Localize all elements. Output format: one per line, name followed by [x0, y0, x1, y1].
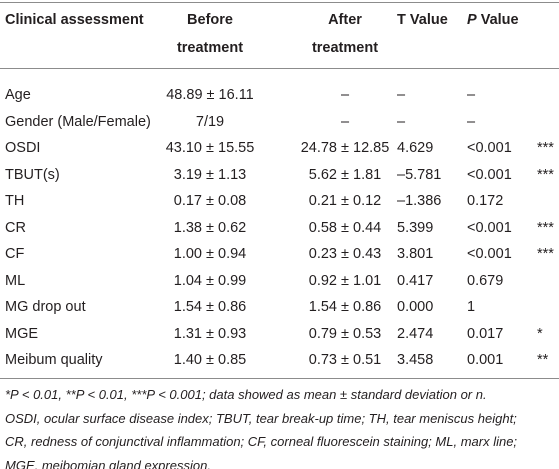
- cell-value: 0.000: [397, 299, 434, 315]
- footnote-line: *P < 0.01, **P < 0.01, ***P < 0.001; dat…: [5, 387, 487, 402]
- cell-value: –: [467, 113, 476, 130]
- cell-value: 0.92 ± 1.01: [308, 272, 382, 289]
- cell-value: 3.19 ± 1.13: [173, 166, 247, 183]
- row-label: TH: [5, 193, 25, 209]
- footnote-line: CR, redness of conjunctival inflammation…: [5, 434, 518, 449]
- cell-value: 1.38 ± 0.62: [173, 219, 247, 236]
- row-label: MGE: [5, 325, 39, 342]
- row-label: Meibum quality: [5, 352, 103, 368]
- cell-value: 0.73 ± 0.51: [308, 352, 382, 368]
- cell-value: <0.001: [467, 246, 512, 262]
- cell-value: 1.31 ± 0.93: [173, 325, 247, 342]
- cell-value: 3.458: [397, 352, 434, 368]
- header-cell: T Value: [397, 12, 448, 28]
- cell-value: 0.58 ± 0.44: [308, 219, 382, 236]
- cell-value: <0.001: [467, 219, 512, 236]
- cell-value: 1: [467, 299, 476, 315]
- cell-value: 3.801: [397, 246, 434, 262]
- cell-value: 0.21 ± 0.12: [308, 193, 382, 209]
- significance: ***: [537, 246, 554, 262]
- cell-value: –: [340, 87, 350, 103]
- cell-value: –1.386: [397, 193, 442, 209]
- significance: *: [537, 325, 543, 342]
- cell-value: 48.89 ± 16.11: [166, 87, 254, 103]
- cell-value: –5.781: [397, 166, 442, 183]
- row-label: ML: [5, 272, 26, 289]
- cell-value: 1.04 ± 0.99: [173, 272, 247, 289]
- row-label: CR: [5, 219, 26, 236]
- cell-value: 5.399: [397, 219, 434, 236]
- row-label: CF: [5, 246, 25, 262]
- cell-value: 0.23 ± 0.43: [308, 246, 382, 262]
- cell-value: 0.417: [397, 272, 434, 289]
- bottom-rule: [0, 378, 559, 379]
- cell-value: <0.001: [467, 140, 512, 156]
- header-cell: P Value: [467, 12, 519, 28]
- cell-value: 43.10 ± 15.55: [165, 140, 255, 156]
- significance: ***: [537, 219, 554, 236]
- cell-value: 1.54 ± 0.86: [173, 299, 247, 315]
- significance: **: [537, 352, 549, 368]
- row-label: OSDI: [5, 140, 41, 156]
- footnote-line: OSDI, ocular surface disease index; TBUT…: [5, 410, 517, 426]
- cell-value: <0.001: [467, 166, 512, 183]
- cell-value: 5.62 ± 1.81: [308, 166, 382, 183]
- cell-value: 2.474: [397, 325, 434, 342]
- header-cell: Clinical assessment: [5, 12, 144, 28]
- top-rule: [0, 2, 559, 3]
- cell-value: 0.679: [467, 272, 504, 289]
- cell-value: –: [340, 113, 350, 130]
- footnote-line: MGE, meibomian gland expression.: [5, 457, 211, 469]
- cell-value: 24.78 ± 12.85: [300, 140, 390, 156]
- row-label: MG drop out: [5, 299, 86, 315]
- cell-value: 0.001: [467, 352, 504, 368]
- cell-value: 4.629: [397, 140, 434, 156]
- cell-value: –: [397, 87, 406, 103]
- header-cell: After treatment: [311, 12, 379, 56]
- cell-value: 0.17 ± 0.08: [173, 193, 247, 209]
- cell-value: 0.017: [467, 325, 504, 342]
- cell-value: –: [467, 87, 476, 103]
- cell-value: –: [397, 113, 406, 130]
- header-rule: [0, 68, 559, 69]
- cell-value: 1.54 ± 0.86: [308, 299, 382, 315]
- row-label: Gender (Male/Female): [5, 113, 151, 130]
- cell-value: 0.172: [467, 193, 504, 209]
- header-cell: Before treatment: [176, 12, 244, 56]
- row-label: Age: [5, 87, 31, 103]
- cell-value: 7/19: [195, 113, 225, 130]
- row-label: TBUT(s): [5, 166, 60, 183]
- cell-value: 0.79 ± 0.53: [308, 325, 382, 342]
- significance: ***: [537, 166, 554, 183]
- significance: ***: [537, 140, 554, 156]
- cell-value: 1.40 ± 0.85: [173, 352, 247, 368]
- cell-value: 1.00 ± 0.94: [173, 246, 247, 262]
